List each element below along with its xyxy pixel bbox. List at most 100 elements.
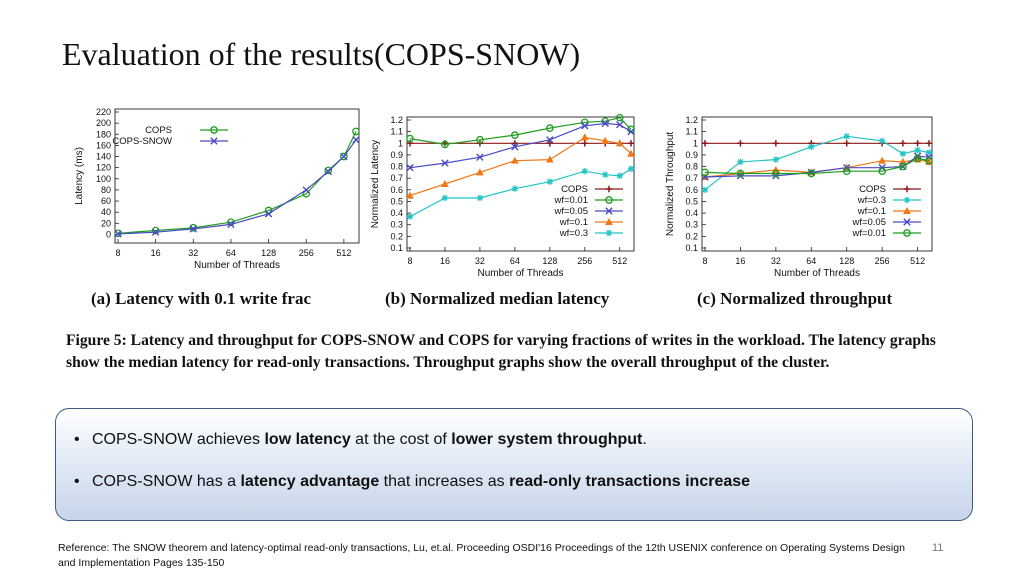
series-wf-0-01 <box>701 154 933 178</box>
data-point <box>114 230 122 238</box>
data-point <box>441 194 449 202</box>
data-point <box>601 119 609 128</box>
data-point <box>151 228 160 236</box>
legend-marker <box>903 229 911 237</box>
chart-svg: 0.1 0.20.3 0.4 0.50.6 0.70.8 0.9 11.1 1.2 8 16 32 6… <box>665 115 933 279</box>
legend-label: wf=0.01 <box>851 228 886 239</box>
x-tick-label: 64 <box>226 248 236 258</box>
y-axis-label: Latency (ms) <box>74 147 85 205</box>
legend-label: COPS <box>859 184 886 195</box>
legend-label: wf=0.05 <box>553 206 588 217</box>
figure-caption: Figure 5: Latency and throughput for COP… <box>66 332 936 371</box>
x-tick-label: 256 <box>299 248 314 258</box>
subcaption-a: (a) Latency with 0.1 write frac <box>91 289 311 308</box>
data-point <box>476 135 484 144</box>
data-point <box>302 186 310 194</box>
data-point <box>406 164 414 172</box>
series-cops-snow <box>114 136 360 238</box>
legend-marker <box>903 206 911 214</box>
data-point <box>151 226 160 235</box>
slide-number: 11 <box>932 542 944 554</box>
data-point <box>441 179 449 187</box>
x-tick-label: 8 <box>115 248 120 258</box>
x-tick-label: 512 <box>910 256 925 266</box>
takeaway-text: COPS-SNOW has a <box>92 473 241 490</box>
y-tick-label: 0.7 <box>390 173 403 183</box>
data-point <box>510 156 519 164</box>
takeaway-item: • COPS-SNOW has a latency advantage that … <box>74 473 750 491</box>
emphasis-text: read-only transactions increase <box>509 473 751 490</box>
x-tick-label: 16 <box>440 256 450 266</box>
y-tick-label: 0.8 <box>685 162 698 172</box>
data-point <box>441 159 449 167</box>
reference-text: Reference: The SNOW theorem and latency-… <box>58 542 905 569</box>
data-point <box>914 140 921 147</box>
data-point <box>772 156 780 163</box>
y-tick-label: 0.6 <box>685 185 698 195</box>
y-tick-label: 180 <box>96 129 111 139</box>
chart-svg: 0.1 0.20.3 0.4 0.50.6 0.70.8 0.9 11.1 1.2 8 16 32 6… <box>370 113 635 279</box>
legend-marker <box>605 196 613 204</box>
legend-marker <box>210 137 218 145</box>
data-point <box>615 139 624 147</box>
x-tick-label: 16 <box>735 256 745 266</box>
legend-label: COPS-SNOW <box>112 136 172 147</box>
data-point <box>511 185 519 192</box>
x-tick-label: 8 <box>702 256 707 266</box>
legend-label: wf=0.1 <box>857 206 886 217</box>
normalized-latency-chart: 0.1 0.2 0.3 0.4 0.5 0.6 0.7 0.8 0.9 1 1.1 1.2 8 16 32 6… <box>355 100 655 280</box>
data-point <box>511 143 519 151</box>
plot-frame <box>114 108 360 244</box>
data-point <box>843 140 850 147</box>
data-point <box>925 149 933 156</box>
data-point <box>616 120 624 129</box>
data-point <box>264 210 273 218</box>
data-point <box>808 143 815 150</box>
data-point <box>581 122 589 130</box>
data-point <box>580 133 589 141</box>
legend-label: COPS <box>145 125 172 136</box>
series-wf-0-1 <box>406 133 635 199</box>
data-point <box>627 140 635 147</box>
y-tick-label: 1.1 <box>390 127 403 137</box>
data-point <box>546 136 554 144</box>
bullet-icon: • <box>74 473 80 490</box>
y-tick-label: 0.5 <box>390 196 403 206</box>
y-tick-label: 0.1 <box>685 243 698 253</box>
data-point <box>324 167 332 176</box>
y-tick-label: 40 <box>101 207 111 217</box>
data-point <box>511 140 519 147</box>
data-point <box>843 133 850 140</box>
x-tick-label: 64 <box>806 256 816 266</box>
data-point <box>546 140 554 147</box>
legend-label: wf=0.3 <box>857 195 886 206</box>
legend-label: wf=0.01 <box>553 195 588 206</box>
data-point <box>914 147 921 154</box>
data-point <box>616 172 623 180</box>
y-tick-label: 0 <box>106 229 111 239</box>
y-tick-label: 80 <box>101 185 111 195</box>
data-point <box>324 166 333 175</box>
data-point <box>913 154 922 163</box>
y-tick-label: 0.9 <box>390 150 403 160</box>
data-point <box>701 168 709 177</box>
y-tick-label: 0.3 <box>685 220 698 230</box>
data-point <box>772 169 780 178</box>
data-point <box>899 157 907 165</box>
data-point <box>878 137 886 145</box>
data-point <box>441 140 449 149</box>
data-point <box>352 136 360 144</box>
y-tick-label: 0.3 <box>390 220 403 230</box>
data-point <box>737 140 744 147</box>
y-tick-label: 1 <box>693 138 698 148</box>
data-point <box>189 223 198 232</box>
x-axis-label: Number of Threads <box>774 268 860 279</box>
data-point <box>476 153 484 161</box>
y-tick-label: 0.6 <box>390 185 403 195</box>
y-tick-label: 200 <box>96 118 111 128</box>
legend-marker <box>605 229 613 237</box>
y-tick-label: 0.8 <box>390 162 403 172</box>
series-wf-0-01 <box>406 113 635 149</box>
x-axis-label: Number of Threads <box>478 268 564 279</box>
data-point <box>581 168 588 175</box>
